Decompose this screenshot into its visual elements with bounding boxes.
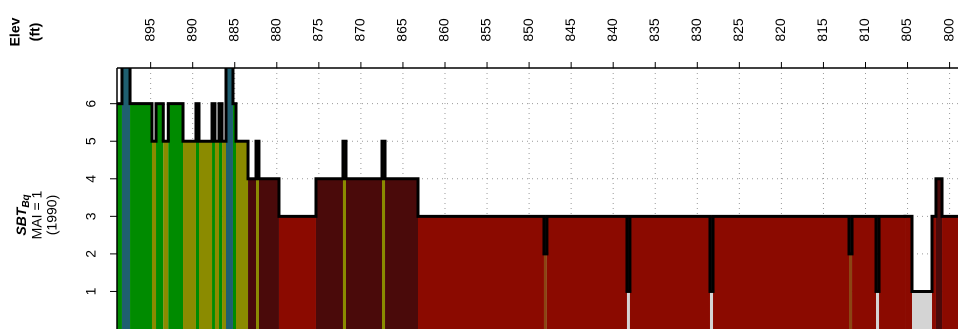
bar [183,141,196,329]
bar [236,141,249,329]
y-label-subscript: Bq [21,194,32,207]
bar [546,216,627,329]
x-tick-label: 885 [225,18,241,42]
x-tick-label: 855 [478,18,494,42]
bar [879,216,906,329]
y-tick-label: 4 [83,175,99,183]
bar [911,291,933,329]
bar [849,253,853,329]
x-tick-label: 865 [394,18,410,42]
bar [709,291,714,329]
x-tick-label: 800 [940,18,956,42]
bar [346,178,382,329]
bar [417,216,544,329]
x-tick-label: 870 [352,18,368,42]
y-axis-label-line: MAI = 1 [29,190,45,239]
x-tick-label: 835 [646,18,662,42]
x-tick-label: 890 [183,18,199,42]
x-tick-label: 840 [604,18,620,42]
bar [168,103,184,329]
x-tick-label: 805 [898,18,914,42]
bar [219,103,223,329]
bar [212,103,215,329]
y-tick-label: 6 [83,100,99,108]
x-tick-label: 850 [520,18,536,42]
bar [195,103,199,329]
x-tick-label: 820 [772,18,788,42]
x-tick-label: 830 [688,18,704,42]
bar [225,68,233,329]
bar [156,103,164,329]
bar [385,178,418,329]
bar [151,141,157,329]
bar [932,216,936,329]
bar [876,291,880,329]
y-axis-label-line: (1990) [44,195,60,235]
x-tick-label: 860 [436,18,452,42]
x-axis-label: Elev [7,17,23,46]
bar [258,178,279,329]
x-tick-label: 880 [267,18,283,42]
x-tick-label: 810 [856,18,872,42]
y-label-main: SBT [13,206,29,235]
x-tick-label: 825 [730,18,746,42]
bar [315,178,343,329]
y-tick-label: 1 [83,287,99,295]
y-tick-label: 2 [83,250,99,258]
bar [852,216,877,329]
bar [214,141,220,329]
x-tick-label: 845 [562,18,578,42]
bar [905,216,912,329]
bar [130,103,152,329]
bar [222,141,226,329]
bar [626,291,630,329]
bar [543,253,547,329]
bar [232,103,237,329]
bar [342,141,347,329]
bar [198,141,213,329]
bar [256,141,259,329]
bar [713,216,850,329]
bar [381,141,386,329]
bar [629,216,710,329]
plot-area [117,68,958,329]
x-axis-unit: (ft) [27,23,43,42]
bar [121,68,131,329]
y-axis-label: SBTBq [13,194,32,235]
bar [278,216,316,329]
x-tick-label: 895 [141,18,157,42]
bar [117,103,122,329]
x-tick-label: 815 [814,18,830,42]
bar [942,216,958,329]
x-tick-label: 875 [310,18,326,42]
y-tick-label: 5 [83,137,99,145]
bar [935,178,943,329]
bar [163,141,169,329]
bar [248,178,257,329]
y-tick-label: 3 [83,212,99,220]
